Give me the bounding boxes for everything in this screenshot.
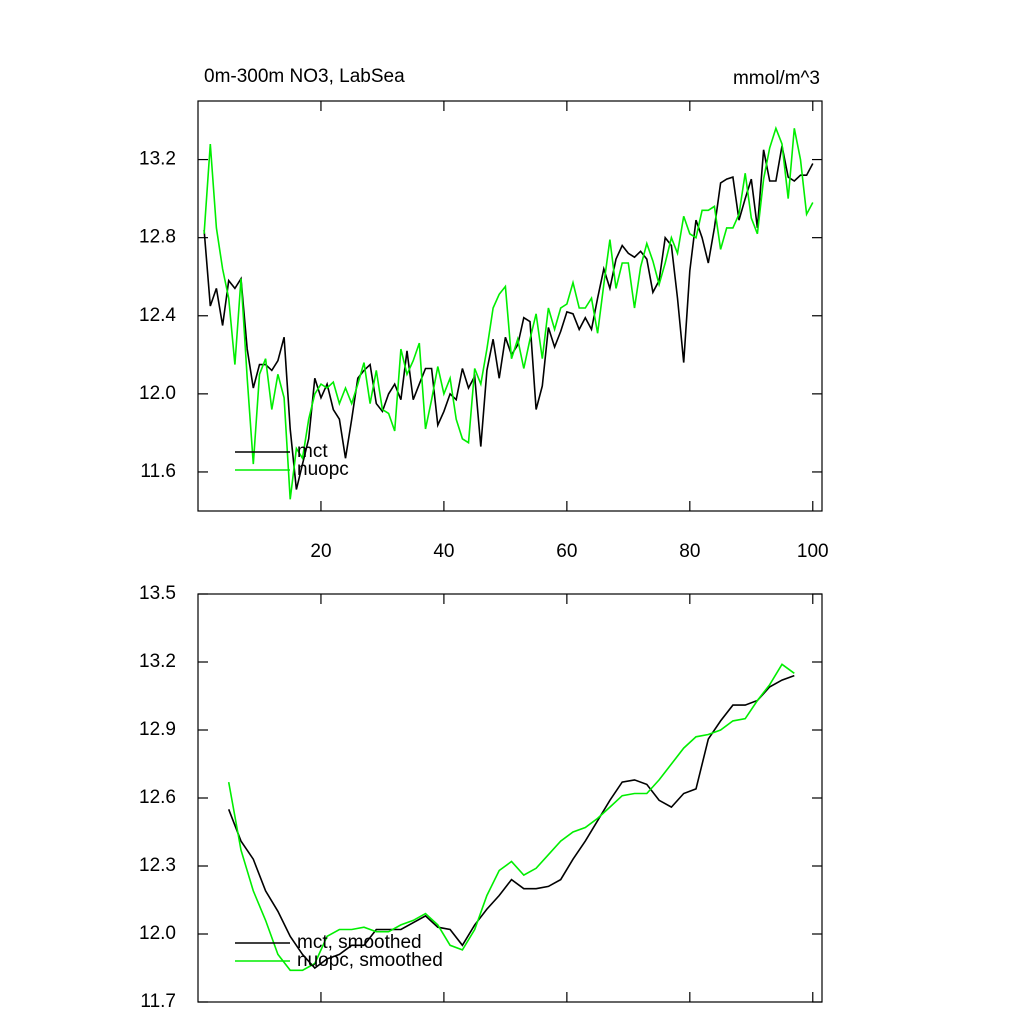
x-tick-label: 40 <box>433 541 454 562</box>
y-tick-label: 11.6 <box>140 461 176 482</box>
x-tick-label: 20 <box>310 541 331 562</box>
legend-label: mct, smoothed <box>297 932 422 953</box>
chart-title: 0m-300m NO3, LabSea <box>204 66 405 87</box>
y-tick-label: 12.0 <box>139 923 176 944</box>
x-tick-label: 100 <box>797 541 829 562</box>
y-tick-label: 12.6 <box>139 787 176 808</box>
y-tick-label: 12.8 <box>139 227 176 248</box>
y-tick-label: 12.0 <box>139 383 176 404</box>
data-line <box>227 674 795 970</box>
units-label: mmol/m^3 <box>733 68 820 89</box>
y-tick-label: 12.3 <box>139 855 176 876</box>
legend-label: nuopc <box>297 459 349 480</box>
legend-label: nuopc, smoothed <box>297 950 443 971</box>
legend-label: mct <box>297 441 328 462</box>
plot-frame <box>197 593 823 1003</box>
y-tick-label: 12.4 <box>139 305 176 326</box>
x-tick-label: 80 <box>679 541 700 562</box>
y-tick-label: 13.2 <box>139 651 176 672</box>
plot-frame <box>197 100 823 512</box>
data-line <box>203 125 814 500</box>
y-tick-label: 13.2 <box>139 149 176 170</box>
y-tick-label: 13.5 <box>139 583 176 604</box>
y-tick-label: 11.7 <box>140 991 176 1012</box>
y-tick-label: 12.9 <box>139 719 176 740</box>
data-line <box>227 663 795 972</box>
x-tick-label: 60 <box>556 541 577 562</box>
data-line <box>203 145 814 490</box>
